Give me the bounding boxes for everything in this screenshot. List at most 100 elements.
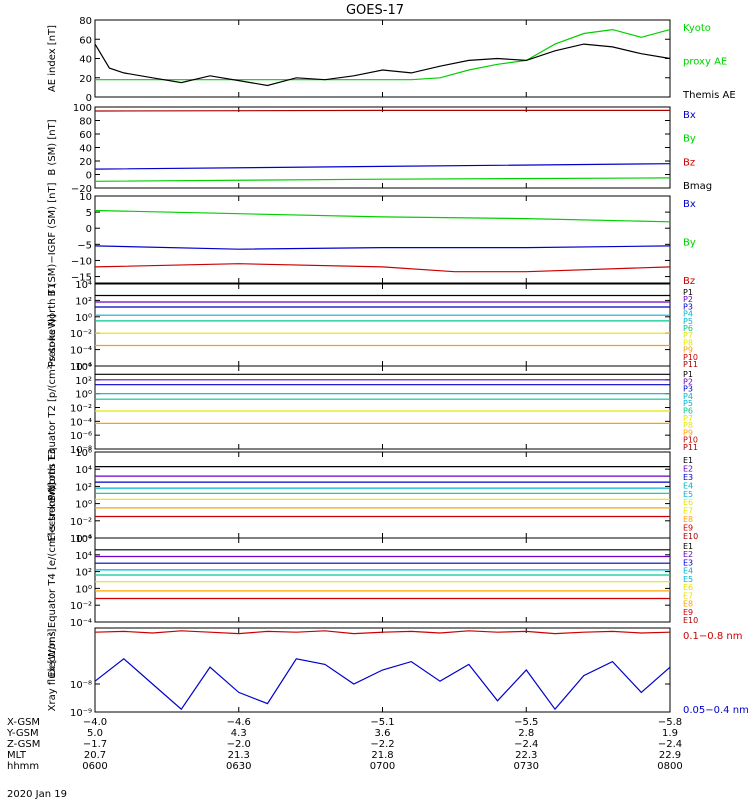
series-line (95, 28, 671, 81)
x-row-value: 0730 (514, 761, 539, 772)
series-label: Bx (683, 110, 696, 121)
series-label: Bx (683, 199, 696, 210)
x-row-value: 21.3 (228, 750, 250, 761)
series-label: E10 (683, 532, 698, 541)
series-label: P2 (683, 295, 693, 304)
series-label: P11 (683, 443, 698, 452)
series-label: E8 (683, 600, 693, 609)
x-row-value: −4.0 (83, 717, 107, 728)
x-row-value: 2.8 (518, 728, 534, 739)
x-row-value: 0630 (226, 761, 251, 772)
series-label: E9 (683, 608, 693, 617)
y-tick-label: 10⁴ (75, 551, 92, 562)
series-label: Bz (683, 157, 695, 168)
series-label: By (683, 238, 696, 249)
x-axis-rows: X-GSM −4.0 −4.6 −5.1 −5.5 −5.8 Y-GSM 5.0 4.3 3.6 2… (6, 717, 683, 772)
y-tick-label: 80 (79, 117, 92, 128)
y-axis-label: B (SM) [nT] (47, 119, 58, 175)
y-axis-label: Xray flux [W/m²] (47, 629, 58, 712)
date-label: 2020 Jan 19 (7, 789, 67, 800)
x-row-value: −5.1 (370, 717, 394, 728)
y-tick-label: −15 (71, 273, 92, 284)
series-label: P1 (683, 288, 693, 297)
series-line (94, 263, 671, 273)
series-label: P11 (683, 360, 698, 369)
y-tick-label: 10⁻⁴ (70, 534, 92, 545)
y-tick-label: 10⁻² (70, 601, 92, 612)
x-row-value: −5.5 (514, 717, 538, 728)
y-axis-label: Electrons North T3 (47, 448, 58, 541)
series-label: P6 (683, 324, 693, 333)
y-tick-label: 100 (73, 103, 92, 114)
series-label: E2 (683, 464, 693, 473)
y-tick-label: −5 (77, 240, 92, 251)
series-line (94, 245, 671, 250)
y-tick-label: 60 (79, 130, 92, 141)
panel-frame (94, 106, 671, 189)
y-tick-label: 20 (79, 157, 92, 168)
y-tick-label: 10⁻² (70, 404, 92, 415)
y-tick-label: 10⁶ (75, 448, 92, 459)
series-label: P8 (683, 421, 693, 430)
x-row-value: 5.0 (87, 728, 103, 739)
series-label: E9 (683, 524, 693, 533)
y-tick-label: 10⁻² (70, 517, 92, 528)
series-label: E7 (683, 591, 693, 600)
panels: 0 20 40 60 80 AE index [nT] Kyoto proxy AE Themi… (47, 16, 749, 719)
x-row-value: −2.4 (658, 739, 682, 750)
y-axis-label: B (SM)−IGRF (SM) [nT] (47, 182, 58, 296)
series-label: P6 (683, 407, 693, 416)
x-row-value: 0800 (657, 761, 682, 772)
panel-frame (94, 19, 671, 98)
x-row-value: 3.6 (375, 728, 391, 739)
series-label: Themis AE (682, 90, 736, 101)
y-tick-label: 10⁴ (75, 280, 92, 291)
y-tick-label: 40 (79, 144, 92, 155)
x-row-label: hhmm (7, 761, 39, 772)
y-tick-label: 10⁻⁴ (70, 618, 92, 629)
panel-frame (94, 283, 671, 367)
series-label: proxy AE (683, 57, 727, 68)
x-row-value: 20.7 (84, 750, 106, 761)
x-row-label: Z-GSM (7, 739, 40, 750)
panel-xray: 10⁻⁹ 10⁻⁸ Xray flux [W/m²] 0.1−0.8 nm 0.05−0… (47, 627, 749, 719)
series-line (94, 43, 671, 87)
series-label: E4 (683, 567, 693, 576)
series-line (94, 209, 671, 223)
series-line (94, 177, 671, 182)
y-tick-label: 10⁻⁹ (70, 708, 92, 719)
series-label: P10 (683, 436, 698, 445)
y-tick-label: 80 (79, 16, 92, 27)
y-tick-label: 10⁴ (75, 465, 92, 476)
series-label: E7 (683, 507, 693, 516)
y-tick-label: 10⁻⁴ (70, 417, 92, 428)
y-tick-label: 10⁰ (75, 390, 92, 401)
series-label: E6 (683, 498, 693, 507)
y-axis-label: Electrons Equator T4 [e/(cm²-s-sr-keV)] (47, 482, 58, 677)
y-tick-label: 10⁻⁴ (70, 346, 92, 357)
y-axis-label: Protons North T1 (47, 283, 58, 367)
y-tick-label: 10⁶ (75, 534, 92, 545)
series-label: P4 (683, 392, 693, 401)
series-label: E4 (683, 481, 693, 490)
y-tick-label: 10⁰ (75, 500, 92, 511)
y-tick-label: 20 (79, 74, 92, 85)
series-label: Bz (683, 276, 695, 287)
panel-e_nt3: 10⁻⁴ 10⁻² 10⁰ 10² 10⁴ 10⁶ Electrons North T3 E1… (47, 448, 698, 545)
y-tick-label: 0 (86, 171, 92, 182)
panel-bigrf: −15 −10 −5 0 5 10 B (SM)−IGRF (SM) [nT] Bx By Bz (47, 182, 696, 296)
x-row-value: 0700 (370, 761, 395, 772)
series-label: P10 (683, 353, 698, 362)
y-tick-label: 10⁻⁶ (70, 362, 92, 373)
x-row-label: X-GSM (7, 717, 40, 728)
panel-frame (94, 451, 671, 539)
series-label: P2 (683, 377, 693, 386)
series-label: P1 (683, 370, 693, 379)
x-row-value: 22.9 (659, 750, 681, 761)
y-tick-label: 10⁻² (70, 329, 92, 340)
y-tick-label: 60 (79, 35, 92, 46)
y-tick-label: 10² (75, 296, 92, 307)
x-row-value: 21.8 (371, 750, 393, 761)
panel-bsm: −20 0 20 40 60 80 100 B (SM) [nT] Bx By Bz Bmag (47, 103, 712, 195)
